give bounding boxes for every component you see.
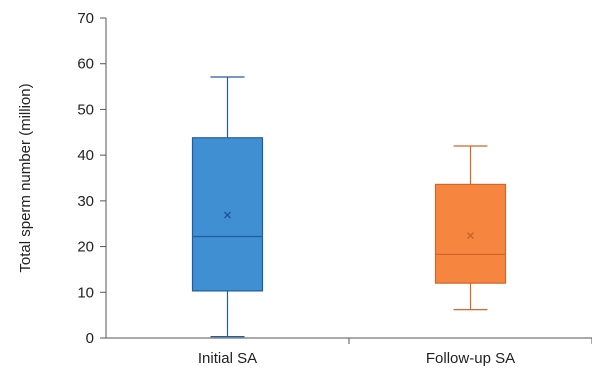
y-tick-label: 70 — [77, 10, 94, 27]
y-tick-label: 60 — [77, 56, 94, 73]
y-axis-title: Total sperm number (million) — [17, 83, 34, 272]
y-tick-label: 20 — [77, 239, 94, 256]
box-follow-up-sa — [434, 145, 507, 311]
y-tick-label: 50 — [77, 101, 94, 118]
x-ticks: Initial SA Follow-up SA — [198, 338, 592, 367]
iqr-box — [434, 183, 507, 284]
y-tick-label: 30 — [77, 193, 94, 210]
boxes — [191, 76, 507, 338]
x-tick-label: Initial SA — [198, 350, 257, 367]
y-ticks: 0 10 20 30 40 50 60 70 — [77, 10, 106, 347]
y-tick-label: 40 — [77, 147, 94, 164]
box-initial-sa — [191, 76, 264, 338]
y-tick-label: 10 — [77, 284, 94, 301]
mean-marker — [467, 232, 474, 240]
x-tick-label: Follow-up SA — [426, 350, 515, 367]
mean-marker — [224, 211, 231, 219]
y-tick-label: 0 — [86, 330, 94, 347]
y-axis: 0 10 20 30 40 50 60 70 — [77, 10, 107, 347]
x-axis: Initial SA Follow-up SA — [106, 337, 592, 367]
